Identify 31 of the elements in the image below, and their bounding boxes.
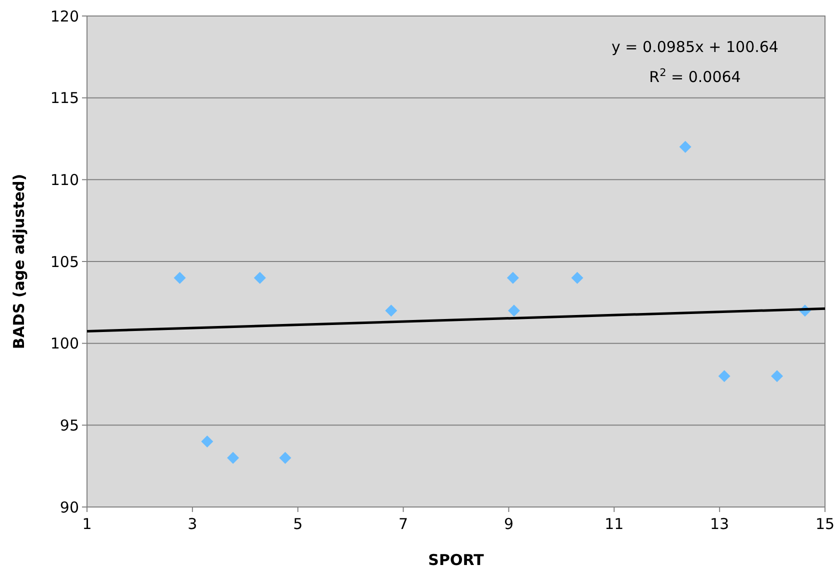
point <box>718 370 730 382</box>
y-tick-label: 115 <box>50 89 79 108</box>
x-tick-label: 1 <box>82 515 92 533</box>
point <box>201 436 214 448</box>
point <box>679 140 692 153</box>
annotation: y = 0.0985x + 100.64 <box>612 38 778 56</box>
point <box>771 370 784 382</box>
y-tick-label: 100 <box>50 334 79 353</box>
y-tick-label: 90 <box>60 498 79 516</box>
point <box>174 272 186 284</box>
x-tick-label: 11 <box>604 515 624 533</box>
point <box>254 272 266 284</box>
y-tick-label: 105 <box>50 252 79 271</box>
x-tick-label: 7 <box>398 515 408 533</box>
y-tick-label: 110 <box>50 170 79 189</box>
point <box>385 304 398 317</box>
y-tick-label: 95 <box>60 416 79 434</box>
point <box>506 272 519 284</box>
x-tick-label: 15 <box>815 515 835 533</box>
point <box>508 304 520 317</box>
y-tick-label: 120 <box>50 7 79 26</box>
y-axis-title: BADS (age adjusted) <box>10 174 28 350</box>
x-tick-label: 5 <box>293 515 303 533</box>
x-tick-label: 9 <box>504 515 514 533</box>
point <box>227 452 240 464</box>
point <box>279 452 292 464</box>
x-tick-label: 3 <box>188 515 198 533</box>
x-tick-label: 13 <box>710 515 730 533</box>
x-axis-title: SPORT <box>428 551 485 569</box>
point <box>571 272 584 284</box>
annotation: R$^{2}$ = 0.0064 <box>649 67 741 86</box>
